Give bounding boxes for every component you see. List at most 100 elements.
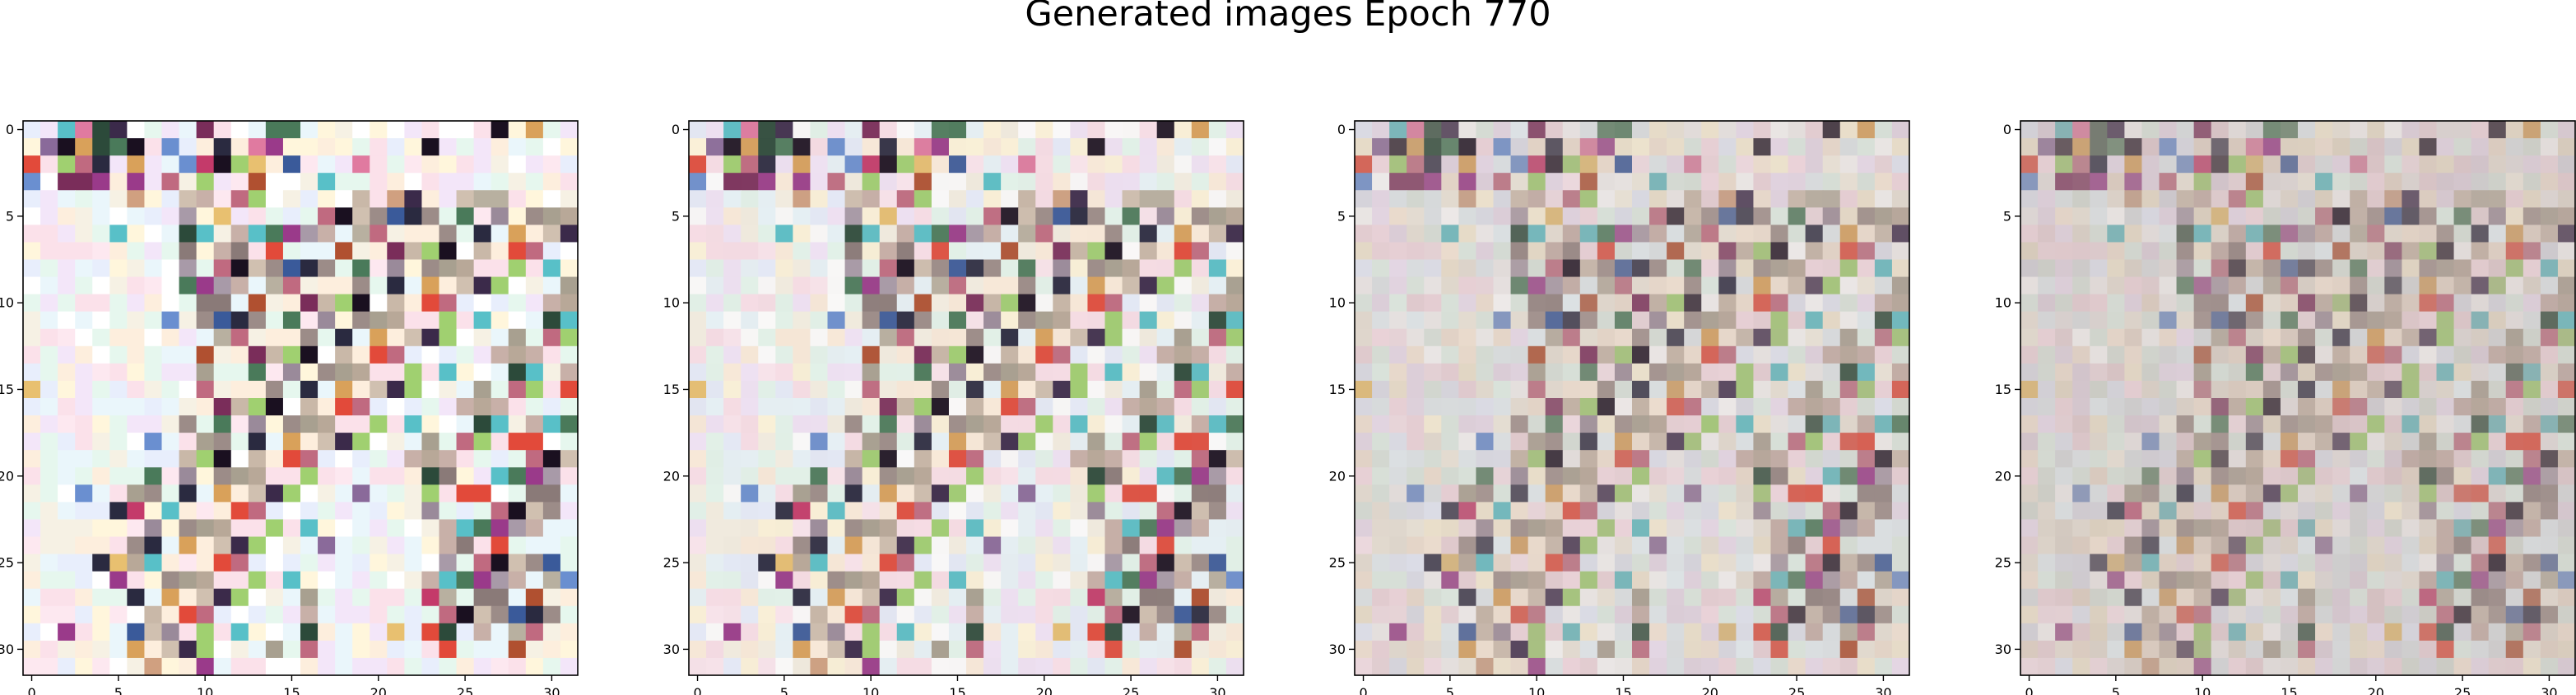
pixel-cell [2557,415,2576,433]
pixel-cell [2107,571,2125,590]
pixel-cell [1087,207,1106,225]
pixel-cell [1667,484,1685,503]
pixel-cell [1053,640,1071,659]
pixel-cell [2540,155,2559,174]
pixel-cell [1018,623,1036,642]
pixel-cell [1104,276,1123,295]
pixel-cell [1139,640,1158,659]
pixel-cell [1632,415,1650,433]
pixel-cell [1614,190,1633,208]
pixel-cell [1770,536,1789,555]
pixel-cell [723,536,742,555]
pixel-cell [931,242,950,261]
pixel-cell [1701,588,1719,607]
pixel-cell [1545,519,1564,538]
pixel-cell [1649,345,1667,364]
pixel-cell [2350,121,2368,139]
pixel-cell [230,311,249,330]
pixel-cell [144,380,163,399]
pixel-cell [109,657,128,676]
pixel-cell [1788,121,1806,139]
pixel-cell [1424,328,1442,347]
pixel-cell [1684,138,1702,156]
pixel-cell [456,554,475,572]
pixel-cell [1001,328,1019,347]
pixel-cell [2055,640,2073,659]
pixel-cell [1087,345,1106,364]
pixel-cell [352,450,370,468]
pixel-cell [2557,554,2576,572]
pixel-cell [282,121,301,139]
pixel-cell [2298,190,2316,208]
pixel-cell [2107,311,2125,330]
pixel-cell [2488,519,2507,538]
pixel-cell [2262,242,2281,261]
pixel-cell [1736,536,1755,555]
pixel-cell [2245,484,2264,503]
pixel-cell [92,502,110,521]
pixel-cell [983,415,1002,433]
pixel-cell [1649,173,1667,191]
pixel-cell [1493,502,1512,521]
pixel-cell [1839,363,1858,382]
pixel-cell [1156,554,1175,572]
pixel-cell [1822,554,1841,572]
pixel-cell [127,328,146,347]
pixel-cell [58,433,76,451]
pixel-cell [1493,554,1512,572]
pixel-cell [1087,433,1106,451]
pixel-cell [1839,605,1858,624]
pixel-cell [1018,467,1036,485]
pixel-cell [1805,484,1824,503]
pixel-cell [92,294,110,313]
pixel-cell [23,363,41,382]
pixel-cell [1174,155,1193,174]
pixel-cell [421,588,440,607]
pixel-cell [248,536,267,555]
pixel-cell [1122,294,1141,313]
pixel-cell [2107,363,2125,382]
pixel-cell [2038,173,2056,191]
pixel-cell [1053,225,1071,243]
pixel-cell [318,294,336,313]
pixel-cell [1701,605,1719,624]
pixel-cell [1718,121,1737,139]
pixel-cell [2419,640,2438,659]
pixel-cell [2402,398,2420,416]
pixel-cell [827,657,846,676]
pixel-cell [352,605,370,624]
pixel-cell [1788,450,1806,468]
pixel-cell [862,519,881,538]
pixel-cell [862,311,881,330]
pixel-cell [2488,121,2507,139]
pixel-cell [2436,138,2455,156]
pixel-cell [2402,259,2420,278]
pixel-cell [1805,623,1824,642]
pixel-cell [1874,311,1893,330]
pixel-cell [2055,450,2073,468]
pixel-cell [2072,554,2090,572]
pixel-cell [1001,173,1019,191]
pixel-cell [230,259,249,278]
pixel-cell [404,657,423,676]
pixel-cell [1684,450,1702,468]
pixel-cell [2124,588,2143,607]
pixel-cell [862,259,881,278]
pixel-cell [2245,640,2264,659]
pixel-cell [2315,433,2333,451]
pixel-cell [2332,554,2350,572]
pixel-cell [1407,467,1425,485]
pixel-cell [2419,294,2438,313]
pixel-cell [896,588,915,607]
pixel-cell [2245,450,2264,468]
pixel-cell [793,363,811,382]
pixel-cell [2211,207,2230,225]
pixel-cell [1139,138,1158,156]
pixel-cell [2419,225,2438,243]
pixel-cell [1545,380,1564,399]
pixel-cell [1857,328,1876,347]
pixel-cell [1122,173,1141,191]
pixel-cell [896,398,915,416]
pixel-cell [1407,225,1425,243]
pixel-cell [1441,242,1459,261]
